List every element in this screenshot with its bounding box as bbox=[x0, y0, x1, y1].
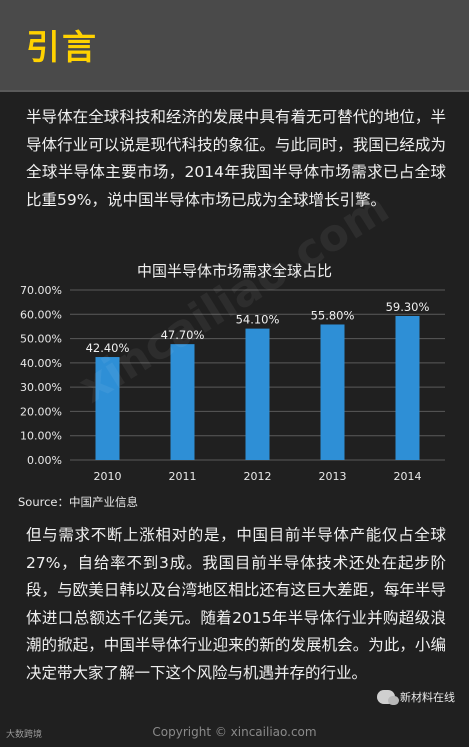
y-tick-label: 20.00% bbox=[20, 405, 62, 418]
data-label: 47.70% bbox=[161, 328, 205, 342]
bar bbox=[95, 357, 120, 460]
data-label: 59.30% bbox=[386, 300, 430, 314]
bar bbox=[320, 324, 345, 460]
x-tick-label: 2012 bbox=[244, 470, 272, 483]
x-tick-label: 2011 bbox=[169, 470, 197, 483]
account-badge[interactable]: 新材料在线 bbox=[377, 689, 455, 705]
data-label: 55.80% bbox=[311, 308, 355, 322]
chart-svg: 0.00% 10.00% 20.00% 30.00% 40.00% 50.00% 60.00… bbox=[20, 284, 445, 483]
x-tick-label: 2010 bbox=[94, 470, 122, 483]
wechat-icon bbox=[377, 690, 399, 705]
outro-paragraph: 但与需求不断上涨相对的是，中国目前半导体产能仅占全球27%，自给率不到3成。我国… bbox=[26, 526, 446, 682]
footer-copyright: Copyright © xincailiao.com bbox=[152, 725, 317, 739]
data-label: 54.10% bbox=[236, 313, 280, 327]
data-label: 42.40% bbox=[86, 341, 130, 355]
footer-left-label: 大数跨境 bbox=[6, 730, 43, 740]
footer: 大数跨境 Copyright © xincailiao.com 新材料在线 bbox=[0, 690, 469, 747]
x-tick-label: 2014 bbox=[394, 470, 422, 483]
account-name: 新材料在线 bbox=[400, 691, 455, 704]
y-tick-label: 0.00% bbox=[27, 454, 62, 467]
bar bbox=[395, 315, 420, 460]
y-tick-label: 50.00% bbox=[20, 333, 62, 346]
y-tick-label: 40.00% bbox=[20, 357, 62, 370]
y-tick-label: 10.00% bbox=[20, 430, 62, 443]
header-bar: 引言 bbox=[0, 0, 469, 92]
chart-source: Source：中国产业信息 bbox=[18, 495, 138, 509]
x-tick-label: 2013 bbox=[319, 470, 347, 483]
y-tick-label: 70.00% bbox=[20, 284, 62, 297]
page-title: 引言 bbox=[26, 28, 98, 68]
bar bbox=[245, 328, 270, 460]
bar bbox=[170, 344, 195, 460]
bar-chart: 中国半导体市场需求全球占比 0.00% 10.00% 20.00% 30.00% 40.… bbox=[0, 252, 469, 517]
y-tick-label: 60.00% bbox=[20, 308, 62, 321]
y-tick-label: 30.00% bbox=[20, 381, 62, 394]
chart-title: 中国半导体市场需求全球占比 bbox=[136, 262, 332, 280]
intro-paragraph: 半导体在全球科技和经济的发展中具有着无可替代的地位，半导体行业可以说是现代科技的… bbox=[26, 108, 446, 209]
